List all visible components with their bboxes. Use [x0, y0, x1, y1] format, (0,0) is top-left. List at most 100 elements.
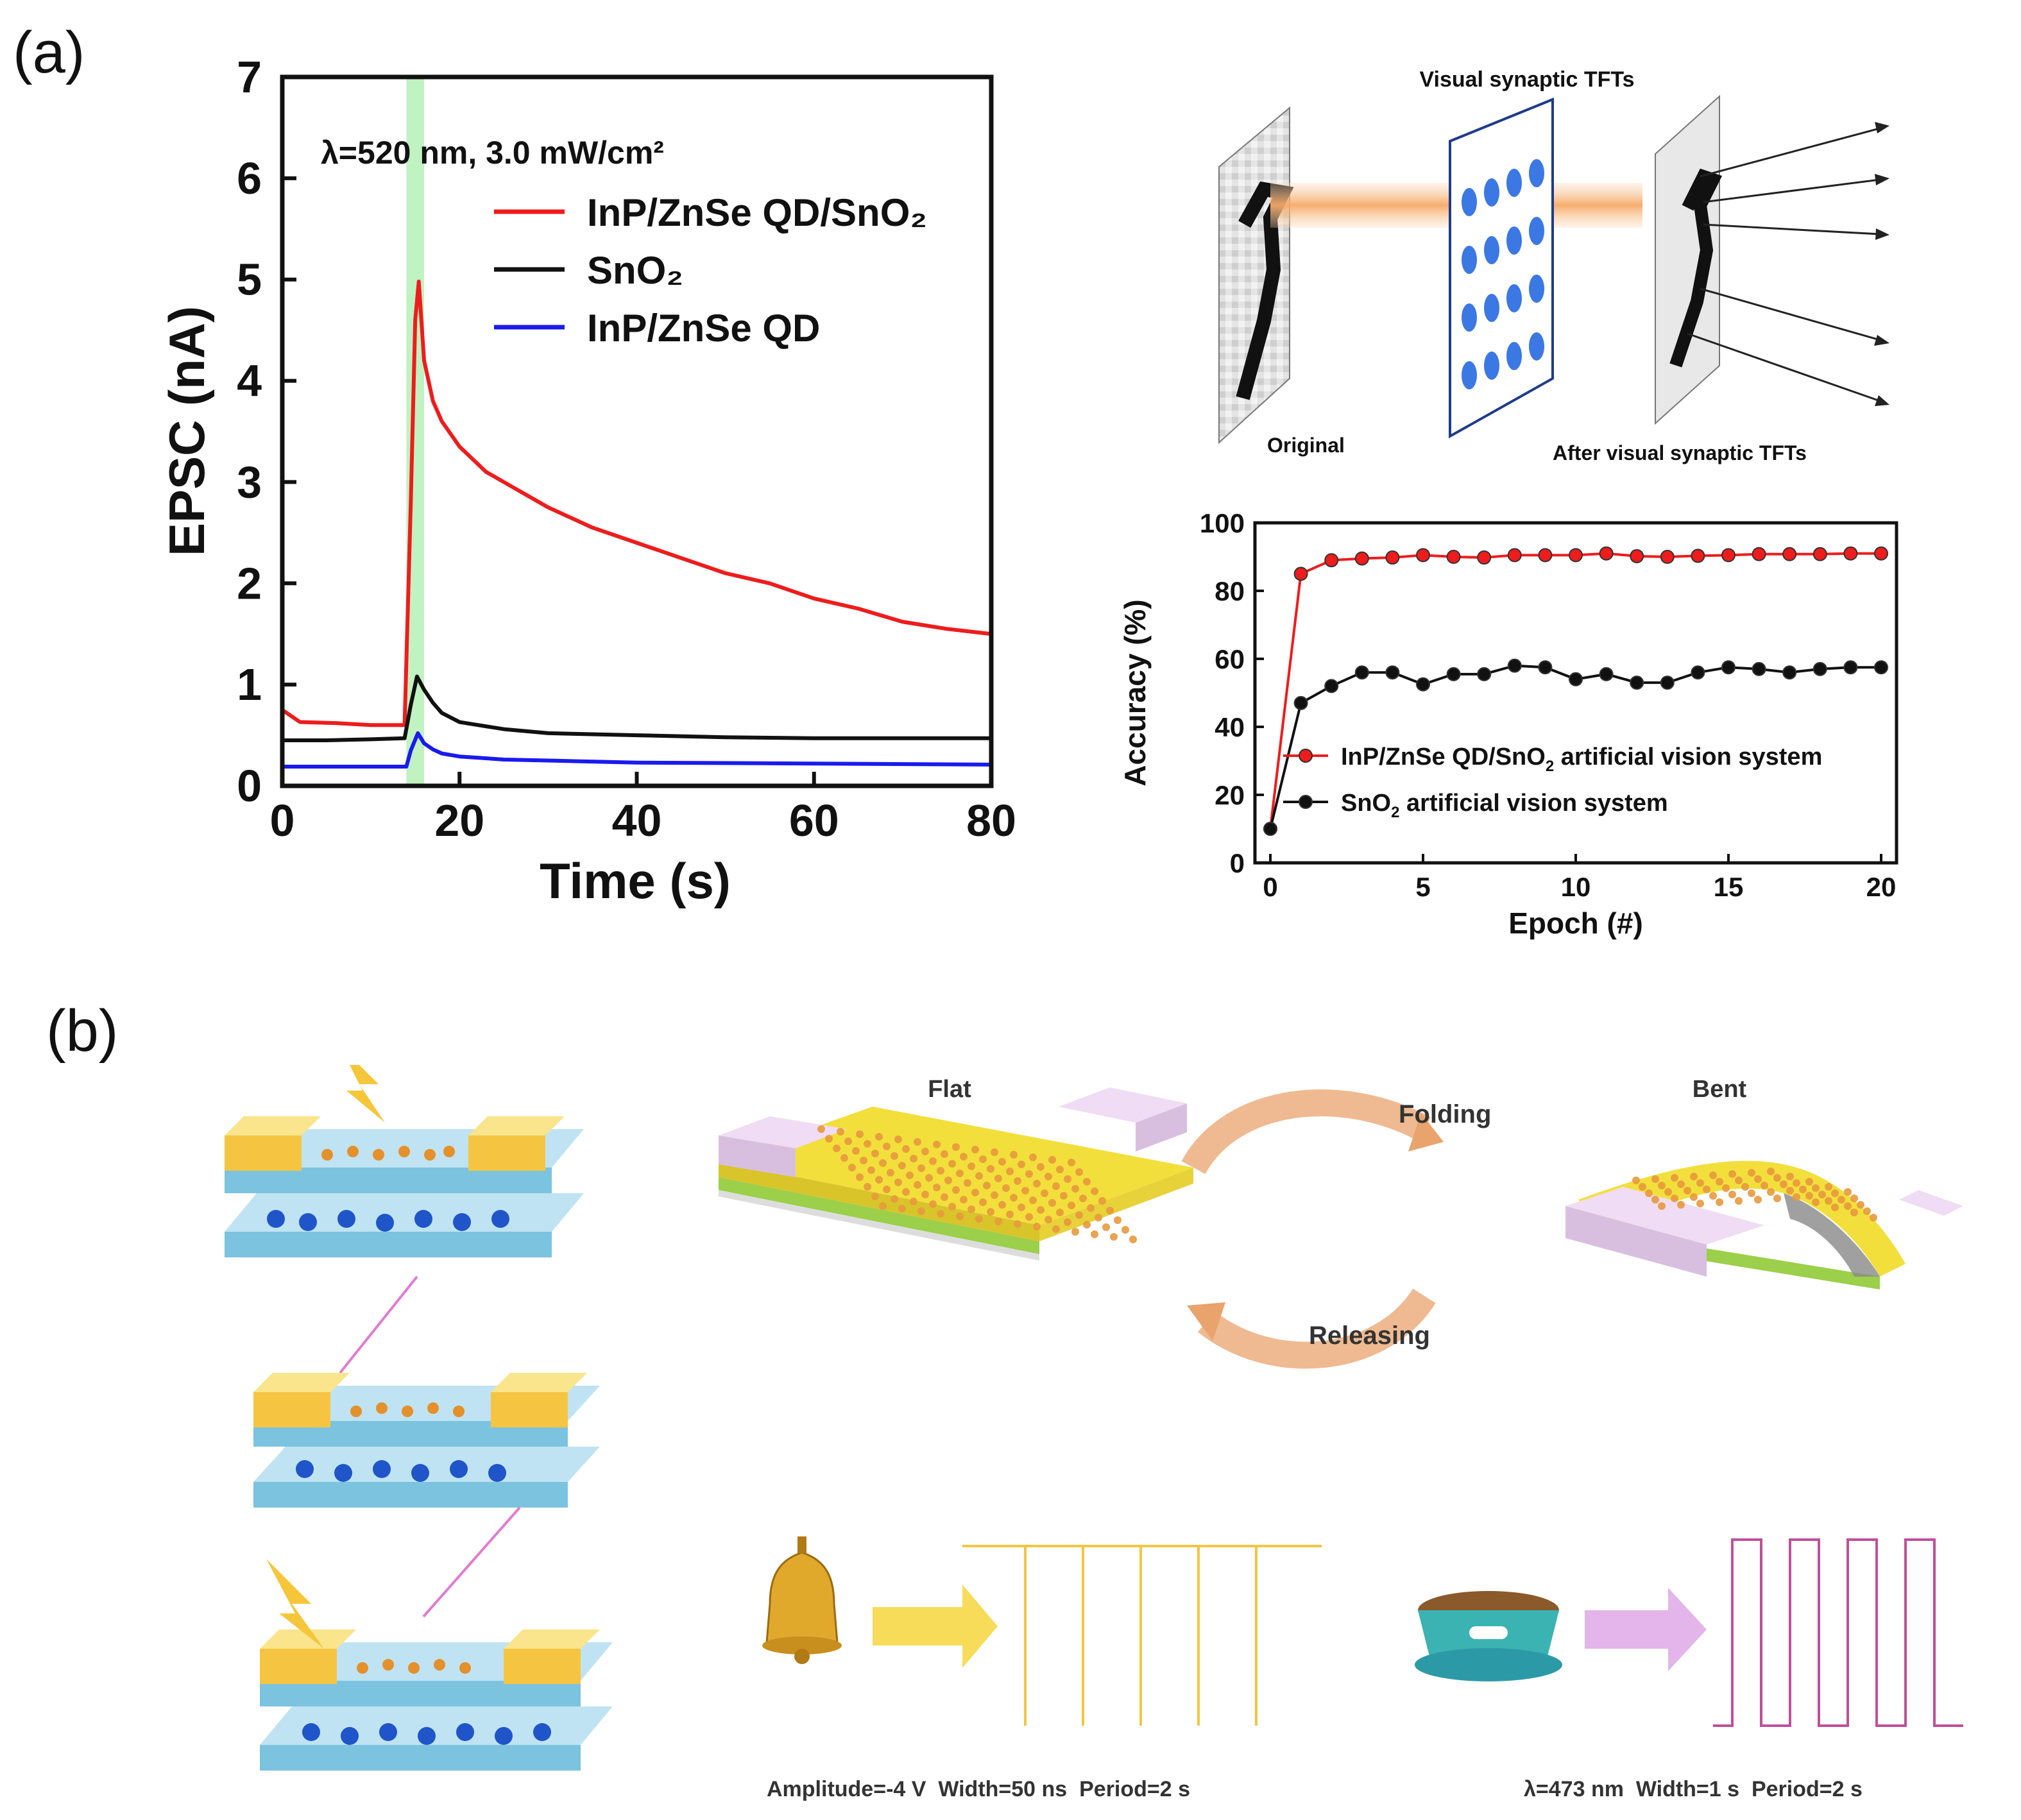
bent-nano-dot: [1658, 1182, 1666, 1189]
flat-nano-dot: [1010, 1194, 1018, 1202]
flat-nano-dot: [1052, 1225, 1060, 1233]
flat-nano-dot: [998, 1158, 1006, 1166]
flat-nano-dot: [1006, 1168, 1014, 1175]
epsc-chart: 0 20 40 60 80 0 1 2 3 4 5 6 7 λ=520 nm, 3.0 mW/cm² I…: [158, 52, 1016, 909]
bent-nano-dot: [1748, 1189, 1755, 1197]
device-stack-diagram: [225, 1065, 613, 1771]
flat-nano-dot: [1114, 1216, 1121, 1224]
bent-nano-dot: [1741, 1183, 1749, 1191]
flat-nano-dot: [944, 1177, 952, 1184]
x-tick-label-2: 40: [612, 795, 662, 846]
bent-nano-dot: [1863, 1207, 1871, 1215]
x-tick-label-4: 80: [966, 795, 1016, 846]
bent-nano-dot: [1748, 1169, 1755, 1177]
flat-nano-dot: [894, 1178, 902, 1186]
flat-nano-dot: [952, 1143, 960, 1151]
bent-nano-dot: [1658, 1202, 1666, 1210]
bent-nano-dot: [1696, 1179, 1704, 1187]
releasing-arrow: [1187, 1288, 1436, 1369]
acc-point-1-12: [1630, 676, 1644, 690]
bent-nano-dot: [1735, 1177, 1743, 1184]
acc-point-0-5: [1416, 548, 1430, 563]
flat-nano-dot: [883, 1186, 891, 1193]
flat-nano-dot: [1025, 1213, 1033, 1221]
acc-point-0-8: [1507, 548, 1522, 563]
flat-nano-dot: [894, 1135, 902, 1143]
folding-label: Folding: [1399, 1100, 1491, 1128]
flat-nano-dot: [1010, 1151, 1018, 1159]
flat-nano-dot: [1002, 1184, 1010, 1192]
acc-legend-marker-0: [1299, 749, 1313, 763]
bent-nano-dot: [1793, 1179, 1800, 1187]
bent-nano-dot: [1870, 1214, 1877, 1221]
flat-nano-dot: [952, 1186, 960, 1194]
flat-nano-dot: [968, 1162, 975, 1170]
acc-legend-marker-1: [1299, 795, 1313, 809]
flat-nano-dot: [914, 1138, 921, 1146]
flat-nano-dot: [879, 1159, 887, 1167]
flat-nano-dot: [910, 1198, 917, 1205]
bent-nano-dot: [1754, 1175, 1762, 1183]
flat-nano-dot: [825, 1135, 833, 1143]
flat-nano-dot: [960, 1196, 968, 1203]
flat-nano-dot: [1033, 1223, 1041, 1230]
flat-nano-dot: [1083, 1221, 1091, 1229]
epsc-legend-label-0: InP/ZnSe QD/SnO₂: [587, 191, 927, 234]
link-line-1: [339, 1275, 418, 1374]
epsc-legend-label-1: SnO₂: [587, 249, 683, 292]
bent-nano-dot: [1735, 1197, 1743, 1205]
bent-nano-dot: [1850, 1195, 1858, 1202]
bent-nano-dot: [1716, 1198, 1723, 1206]
bent-nano-dot: [1709, 1192, 1717, 1200]
acc-point-0-11: [1599, 546, 1614, 561]
epsc-series-line-0: [281, 279, 992, 727]
bent-nano-dot: [1850, 1209, 1858, 1216]
after-label: After visual synaptic TFTs: [1553, 441, 1807, 464]
flat-nano-dot: [817, 1125, 825, 1133]
acc-point-0-20: [1874, 546, 1888, 561]
flat-nano-dot: [994, 1175, 1002, 1182]
acc-point-0-1: [1293, 566, 1308, 581]
flat-nano-dot: [925, 1174, 933, 1182]
folding-arrow: [1181, 1089, 1444, 1175]
epsc-x-axis-label: Time (s): [540, 853, 731, 909]
acc-y-tick-label-1: 20: [1215, 780, 1245, 810]
acc-point-1-17: [1782, 665, 1797, 680]
flat-nano-dot: [1071, 1228, 1079, 1236]
flat-nano-dot: [1048, 1199, 1056, 1207]
flat-nano-dot: [964, 1179, 971, 1187]
flat-nano-dot: [975, 1215, 983, 1223]
flat-nano-dot: [1037, 1206, 1045, 1214]
flat-nano-dot: [917, 1207, 925, 1215]
flat-nano-dot: [856, 1173, 864, 1181]
flat-nano-dot: [1110, 1233, 1118, 1241]
flat-nano-dot: [883, 1143, 891, 1150]
acc-point-1-6: [1446, 667, 1461, 681]
bent-nano-dot: [1761, 1182, 1768, 1189]
flat-nano-dot: [910, 1155, 917, 1162]
bent-nano-dot: [1677, 1201, 1685, 1209]
bent-nano-dot: [1825, 1197, 1832, 1205]
y-tick-label-7: 7: [237, 52, 262, 102]
flat-nano-dot: [856, 1130, 864, 1138]
flat-nano-dot: [1018, 1203, 1025, 1211]
epsc-series-line-2: [282, 731, 992, 769]
epsc-plot-border: [280, 74, 994, 788]
flex-diagram: Flat Bent Folding Releasing: [719, 1076, 1963, 1369]
acc-x-tick-label-4: 20: [1866, 872, 1897, 902]
flat-nano-dot: [864, 1183, 871, 1191]
flat-nano-dot: [898, 1205, 906, 1212]
flat-nano-dot: [840, 1154, 848, 1162]
acc-point-0-15: [1721, 548, 1735, 563]
bent-nano-dot: [1773, 1195, 1781, 1202]
flat-nano-dot: [1029, 1153, 1037, 1161]
acc-point-1-5: [1416, 677, 1430, 692]
acc-point-1-10: [1569, 672, 1583, 686]
flat-nano-dot: [956, 1169, 964, 1177]
flat-nano-dot: [1075, 1211, 1083, 1219]
acc-point-0-2: [1324, 553, 1339, 568]
output-arrowheads: [1874, 122, 1889, 406]
bent-nano-dot: [1671, 1174, 1678, 1182]
acc-point-0-18: [1812, 547, 1827, 561]
flat-nano-dot: [1095, 1214, 1102, 1221]
